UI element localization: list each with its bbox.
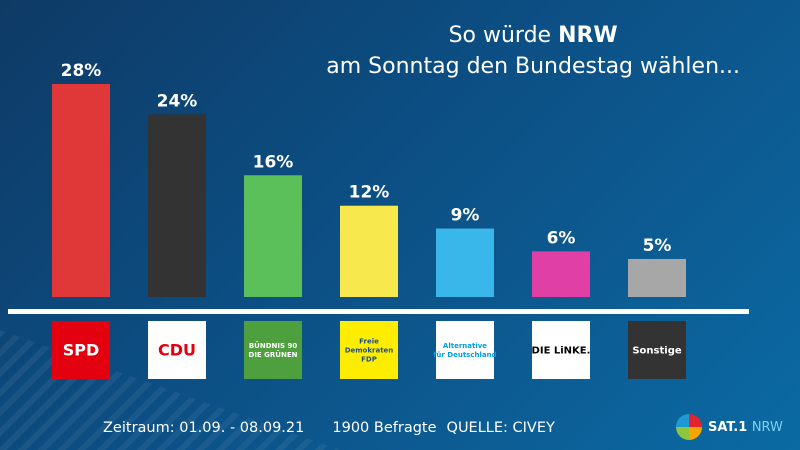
- logo-sonstige: Sonstige: [628, 321, 686, 379]
- sat1-ball-icon: [676, 414, 702, 440]
- bar-value-label: 24%: [157, 91, 198, 111]
- baseline: [8, 309, 749, 314]
- logo-text-fdp: FDP: [361, 355, 377, 363]
- logo-background: [340, 321, 398, 379]
- logo-text-spd: SPD: [63, 340, 100, 359]
- logo-background: [436, 321, 494, 379]
- title-region: NRW: [558, 23, 618, 48]
- footer-zeitraum: Zeitraum: 01.09. - 08.09.21: [103, 420, 305, 436]
- logo-text-fdp: Demokraten: [345, 346, 394, 354]
- bar-value-label: 9%: [451, 206, 480, 226]
- logo-text-sonstige: Sonstige: [632, 345, 682, 356]
- logo-background: [532, 321, 590, 379]
- sat1-logo: SAT.1 NRW: [676, 414, 783, 440]
- bar-spd: [52, 84, 110, 297]
- chart-title: So würde NRW am Sonntag den Bundestag wä…: [326, 20, 740, 82]
- bar-value-label: 5%: [643, 236, 672, 256]
- logo-spd: SPD: [52, 321, 110, 379]
- bar-value-label: 12%: [349, 183, 390, 203]
- bar-sonstige: [628, 258, 686, 297]
- logo-text-afd: für Deutschland: [433, 351, 496, 359]
- title-line2: am Sonntag den Bundestag wählen...: [326, 54, 740, 79]
- logo-background: [244, 321, 302, 379]
- logo-background: [628, 321, 686, 379]
- title-prefix: So würde: [448, 23, 559, 48]
- bar-afd: [436, 228, 494, 297]
- logo-text-afd: Alternative: [443, 342, 487, 350]
- logo-background: [52, 321, 110, 379]
- bar-cdu: [148, 114, 206, 297]
- logo-text-fdp: Freie: [359, 337, 379, 345]
- logo-cdu: CDU: [148, 321, 206, 379]
- footer-quelle: QUELLE: CIVEY: [446, 420, 555, 436]
- bar-value-label: 6%: [547, 228, 576, 248]
- brand-region: NRW: [751, 419, 783, 435]
- footer-befragte: 1900 Befragte: [332, 420, 437, 436]
- bar-value-label: 28%: [61, 61, 102, 81]
- logo-text-linke: DIE LiNKE.: [532, 345, 591, 356]
- bar-linke: [532, 251, 590, 297]
- bar-value-label: 16%: [253, 152, 294, 172]
- bar-gruene: [244, 175, 302, 297]
- logo-text-gruene: BÜNDNIS 90: [249, 341, 298, 350]
- footer: Zeitraum: 01.09. - 08.09.21 1900 Befragt…: [103, 420, 555, 436]
- logo-text-gruene: DIE GRÜNEN: [249, 350, 298, 359]
- logo-text-cdu: CDU: [158, 340, 196, 359]
- brand-name: SAT.1: [708, 419, 748, 435]
- logo-background: [148, 321, 206, 379]
- bar-fdp: [340, 205, 398, 297]
- logo-linke: DIE LiNKE.: [532, 321, 591, 379]
